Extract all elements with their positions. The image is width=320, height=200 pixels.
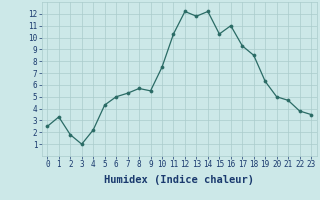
X-axis label: Humidex (Indice chaleur): Humidex (Indice chaleur) bbox=[104, 175, 254, 185]
